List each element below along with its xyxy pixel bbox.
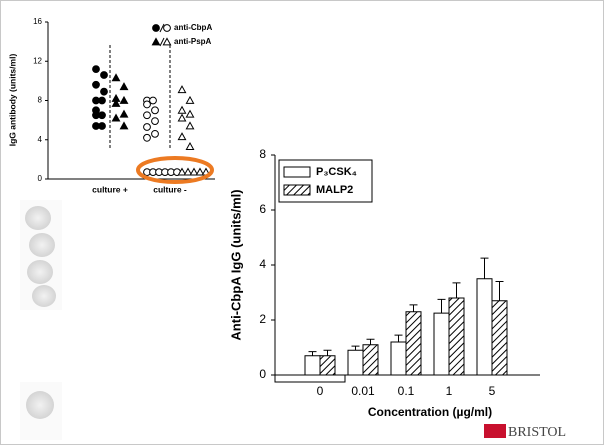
bar bbox=[347, 349, 364, 376]
y-tick-label: 0 bbox=[259, 367, 266, 381]
marker bbox=[151, 37, 161, 46]
marker bbox=[111, 113, 121, 122]
bar bbox=[491, 300, 508, 376]
marker bbox=[98, 122, 106, 130]
marker bbox=[162, 37, 172, 46]
marker bbox=[183, 167, 193, 176]
bar bbox=[405, 311, 422, 376]
marker bbox=[177, 167, 187, 176]
marker bbox=[143, 133, 151, 142]
marker bbox=[143, 100, 151, 109]
bar bbox=[390, 341, 407, 376]
marker bbox=[111, 73, 121, 82]
marker bbox=[151, 129, 159, 138]
marker bbox=[98, 111, 106, 120]
bar bbox=[448, 297, 465, 376]
marker bbox=[177, 105, 187, 114]
marker bbox=[119, 82, 129, 91]
legend-swatch bbox=[283, 166, 311, 178]
marker bbox=[119, 121, 129, 130]
x-tick-label: 0.1 bbox=[398, 384, 415, 398]
highlight-ellipse bbox=[136, 156, 214, 184]
y-tick-label: 16 bbox=[33, 17, 42, 26]
marker bbox=[185, 109, 195, 118]
x-tick-label: 0 bbox=[317, 384, 324, 398]
x-tick-label: 5 bbox=[489, 384, 496, 398]
marker bbox=[100, 87, 108, 96]
y-axis-title: Anti-CbpA IgG (units/ml) bbox=[228, 189, 243, 340]
y-tick-label: 0 bbox=[38, 174, 43, 183]
marker bbox=[152, 24, 160, 32]
bar bbox=[304, 355, 321, 376]
y-tick-label: 6 bbox=[259, 202, 266, 216]
marker bbox=[185, 141, 195, 150]
marker bbox=[143, 111, 151, 120]
marker bbox=[185, 95, 195, 104]
x-tick-label: culture - bbox=[153, 184, 187, 194]
marker bbox=[177, 85, 187, 94]
marker bbox=[98, 96, 106, 105]
bar bbox=[433, 312, 450, 376]
y-tick-label: 8 bbox=[38, 96, 43, 105]
marker bbox=[151, 106, 159, 115]
x-tick-label: 0.01 bbox=[351, 384, 375, 398]
dotplot-chart: 0 4 8 12 16 IgG antibody (units/ml) culture + c… bbox=[7, 17, 215, 194]
x-tick-label: culture + bbox=[92, 184, 128, 194]
marker bbox=[185, 121, 195, 130]
y-axis-title: IgG antibody (units/ml) bbox=[7, 54, 17, 147]
legend-label: MALP2 bbox=[316, 184, 353, 196]
bar bbox=[476, 278, 493, 376]
legend-slash bbox=[159, 23, 165, 33]
marker bbox=[177, 113, 187, 122]
marker bbox=[92, 80, 100, 89]
marker bbox=[189, 167, 199, 176]
bar bbox=[362, 344, 379, 376]
logo-text: BRISTOL bbox=[508, 425, 566, 440]
marker bbox=[177, 132, 187, 141]
legend-slash bbox=[159, 37, 165, 47]
logo: BRISTOL bbox=[484, 424, 566, 440]
y-tick-label: 8 bbox=[259, 147, 266, 161]
marker bbox=[119, 109, 129, 118]
x-axis-title: Concentration (µg/ml) bbox=[368, 405, 492, 419]
marker bbox=[111, 98, 121, 107]
legend-label: P₃CSK₄ bbox=[316, 166, 357, 178]
marker bbox=[195, 167, 205, 176]
x-tick-label: 1 bbox=[446, 384, 453, 398]
legend-label: anti-CbpA bbox=[174, 23, 212, 32]
marker bbox=[143, 123, 151, 131]
y-tick-label: 4 bbox=[259, 257, 266, 271]
legend-label: anti-PspA bbox=[174, 37, 212, 46]
bacteria-image bbox=[20, 200, 62, 440]
legend-swatch bbox=[283, 184, 311, 196]
bar bbox=[319, 355, 336, 376]
y-tick-label: 4 bbox=[38, 135, 43, 144]
axis-bracket bbox=[274, 375, 346, 383]
marker bbox=[151, 117, 159, 126]
y-tick-label: 2 bbox=[259, 312, 266, 326]
marker bbox=[163, 24, 171, 32]
marker bbox=[119, 95, 129, 104]
marker bbox=[100, 71, 108, 79]
marker bbox=[149, 96, 157, 105]
y-tick-label: 12 bbox=[33, 56, 42, 65]
bar-chart: 0 2 4 6 8 Anti-CbpA IgG (units/ml) Concentrati… bbox=[228, 147, 540, 419]
marker bbox=[92, 65, 100, 73]
